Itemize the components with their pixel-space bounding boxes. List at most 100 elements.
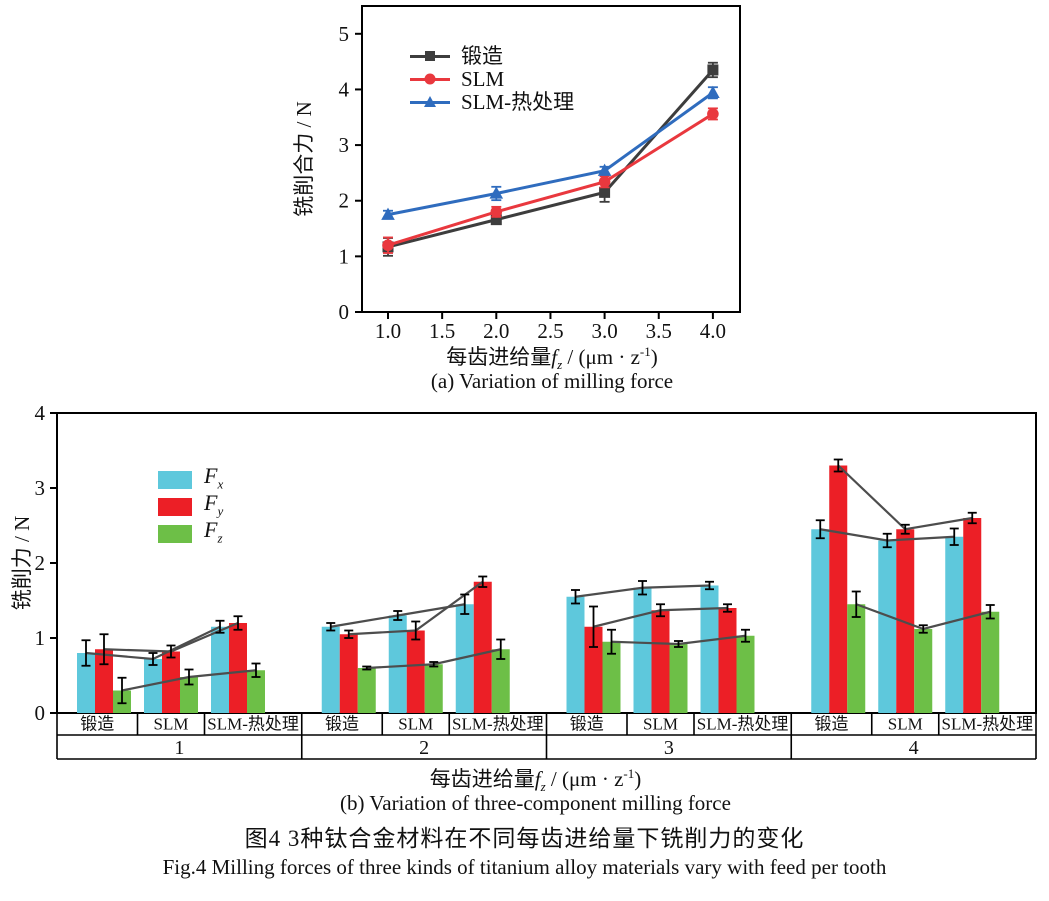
bar-Fz <box>357 668 376 713</box>
bar-Fz <box>180 677 198 713</box>
circle-marker-icon <box>382 239 394 252</box>
x-tick-label: 1.0 <box>375 319 401 340</box>
x-tick-label: 2.5 <box>537 319 563 340</box>
bar-Fz <box>669 644 688 713</box>
series-line <box>387 91 714 217</box>
bar-Fy <box>229 623 247 713</box>
y-tick-label: 1 <box>35 626 46 650</box>
bar-Fy <box>829 465 848 713</box>
fy-color-swatch <box>158 497 192 516</box>
connector-line <box>837 464 973 531</box>
triangle-marker-icon <box>489 186 504 199</box>
bar-Fy <box>718 608 737 713</box>
fz-color-swatch <box>158 524 192 543</box>
triangle-marker-icon <box>424 96 436 108</box>
feed-cell-label: 1 <box>174 737 184 759</box>
material-cell-label: 锻造 <box>815 715 849 734</box>
x-tick-label: 3.5 <box>646 319 672 340</box>
square-marker-icon <box>707 64 719 76</box>
chart-b-legend: Fx Fy Fz <box>158 462 224 545</box>
bar-Fx <box>144 659 162 713</box>
bar-Fy <box>95 649 113 713</box>
bar-Fx <box>811 529 830 713</box>
chart-b-x-axis-label: 每齿进给量fz / (μm · z-1) <box>429 766 642 795</box>
y-tick-label: 4 <box>35 401 46 425</box>
legend-item-forged: 锻造 <box>410 44 574 67</box>
y-tick-label: 3 <box>35 476 46 500</box>
triangle-marker-icon <box>597 163 612 176</box>
circle-marker-icon <box>707 108 719 120</box>
legend-item-fy: Fy <box>158 489 224 519</box>
bar-Fy <box>339 634 358 713</box>
bar-Fz <box>602 641 621 713</box>
bar-Fy <box>406 630 425 713</box>
triangle-marker-icon <box>706 85 720 98</box>
material-cell-label: SLM <box>154 715 189 734</box>
chart-a-y-axis-label: 铣削合力 / N <box>292 101 316 217</box>
bar-Fz <box>736 635 755 713</box>
chart-a-legend: 锻造 SLM SLM-热处理 <box>410 44 574 113</box>
y-tick-label: 1 <box>339 244 350 268</box>
bar-Fx <box>878 540 897 713</box>
figure-caption-english: Fig.4 Milling forces of three kinds of t… <box>162 855 887 879</box>
bar-Fz <box>491 649 510 713</box>
bar-Fx <box>321 626 340 713</box>
material-cell-label: SLM-热处理 <box>452 715 544 734</box>
y-tick-label: 4 <box>339 77 350 101</box>
bar-Fy <box>584 626 603 713</box>
figure-caption-chinese: 图4 3种钛合金材料在不同每齿进给量下铣削力的变化 <box>244 826 805 851</box>
bar-Fx <box>455 604 474 713</box>
y-tick-label: 2 <box>339 189 350 213</box>
bar-Fz <box>981 611 1000 713</box>
material-cell-label: 锻造 <box>325 715 359 734</box>
legend-line-sample <box>410 96 450 108</box>
series-line <box>387 112 714 247</box>
bar-Fx <box>77 653 95 713</box>
legend-item-slm-heat-treated: SLM-热处理 <box>410 90 574 113</box>
square-marker-icon <box>425 51 435 62</box>
chart-a-caption: (a) Variation of milling force <box>430 369 674 393</box>
circle-marker-icon <box>598 176 611 188</box>
feed-cell-label: 3 <box>664 737 674 759</box>
bar-Fx <box>945 536 964 713</box>
legend-line-sample <box>410 51 450 62</box>
material-cell-label: 锻造 <box>80 715 114 734</box>
bar-Fy <box>896 529 915 713</box>
material-cell-label: SLM-热处理 <box>942 715 1034 734</box>
legend-label: SLM <box>461 66 505 91</box>
resultant-force-line-chart: 1.0 1.5 2.0 2.5 3.0 3.5 4.0 0 1 2 3 4 5 <box>339 5 741 340</box>
bar-Fx <box>566 596 585 713</box>
bar-Fx <box>211 626 229 713</box>
legend-item-slm: SLM <box>410 67 574 90</box>
x-tick-label: 1.5 <box>429 319 455 340</box>
component-force-bar-chart: 0 1 2 3 4 锻造 SLM SLM-热处理 1 锻造 SLM SLM-热处理 2 锻造 SLM SLM-… <box>35 401 1037 760</box>
x-tick-label: 2.0 <box>483 319 509 340</box>
feed-cell-label: 2 <box>419 737 429 759</box>
bar-Fy <box>651 610 670 713</box>
bar-Fx <box>388 615 407 713</box>
material-cell-label: 锻造 <box>570 715 604 734</box>
x-tick-label: 3.0 <box>591 319 617 340</box>
chart-b-caption: (b) Variation of three-component milling… <box>340 791 731 815</box>
square-marker-icon <box>490 214 502 226</box>
legend-label: SLM-热处理 <box>461 89 575 114</box>
legend-label: Fx <box>204 463 224 492</box>
feed-cell-label: 4 <box>909 737 919 759</box>
material-cell-label: SLM-热处理 <box>207 715 299 734</box>
bar-Fz <box>424 664 443 713</box>
legend-item-fz: Fz <box>158 516 223 545</box>
material-cell-label: SLM-热处理 <box>697 715 789 734</box>
bar-Fz <box>847 604 866 713</box>
bar-Fz <box>914 629 933 713</box>
square-marker-icon <box>599 186 611 198</box>
material-cell-label: SLM <box>643 715 678 734</box>
bar-Fx <box>700 585 719 713</box>
circle-marker-icon <box>490 206 503 218</box>
fx-color-swatch <box>158 470 192 489</box>
legend-label: 锻造 <box>461 43 503 68</box>
y-tick-label: 2 <box>35 551 46 575</box>
bar-Fz <box>247 670 265 713</box>
circle-marker-icon <box>424 73 436 85</box>
legend-label: Fy <box>204 490 224 519</box>
